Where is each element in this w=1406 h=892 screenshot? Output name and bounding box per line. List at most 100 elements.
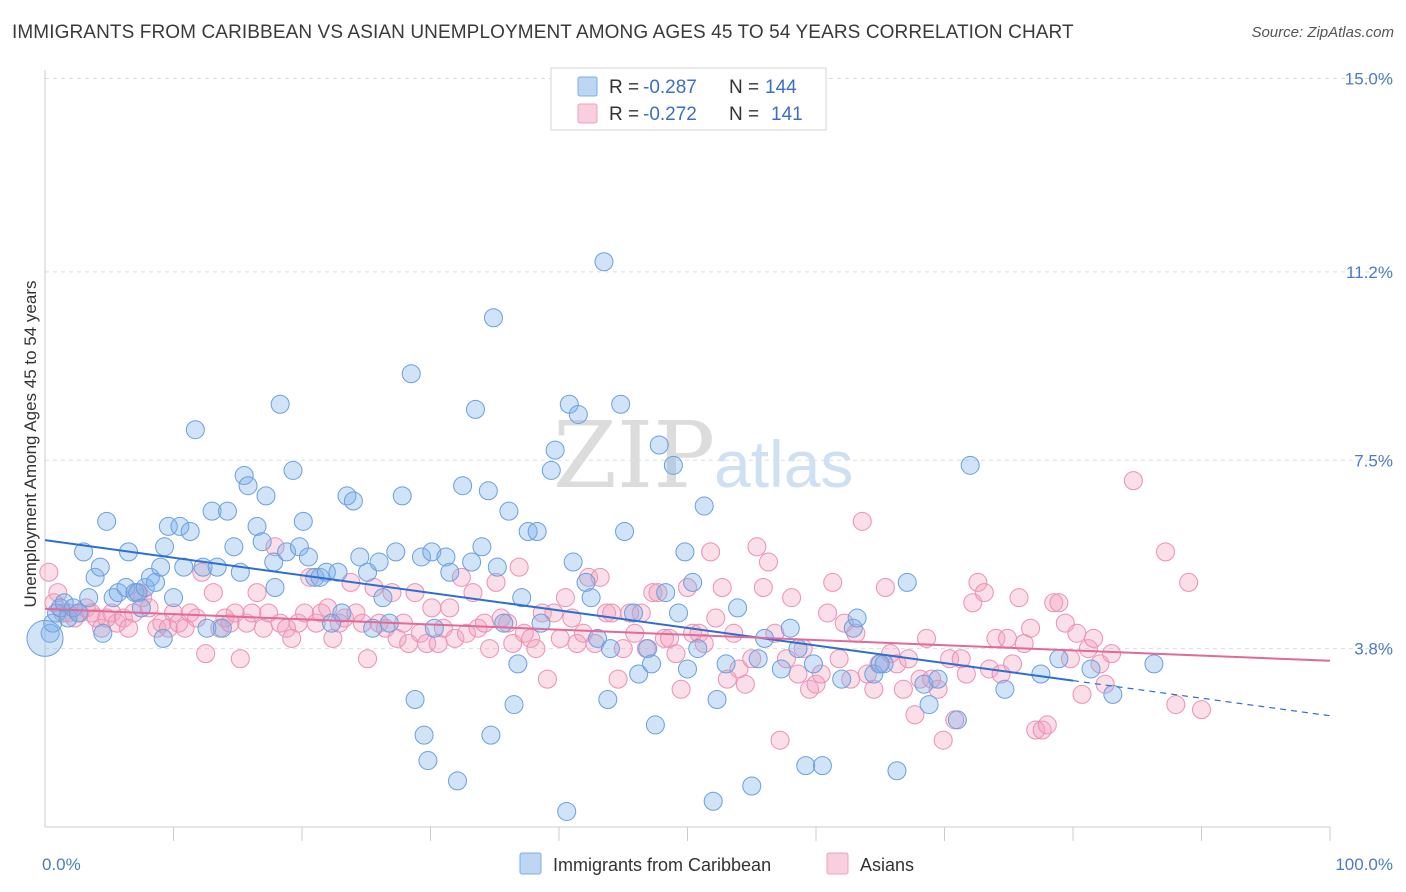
asians-point <box>445 628 465 648</box>
caribbean-point <box>716 654 736 674</box>
asians-point <box>480 639 500 659</box>
caribbean-point <box>598 689 618 709</box>
x-tick-label: 100.0% <box>1335 855 1393 874</box>
asians-point <box>608 669 628 689</box>
legend-swatch-asians <box>577 103 598 124</box>
caribbean-point <box>1081 659 1101 679</box>
asians-point <box>735 674 755 694</box>
caribbean-point <box>97 511 117 531</box>
asians-point <box>451 567 471 587</box>
caribbean-point <box>207 557 227 577</box>
caribbean-point <box>447 771 467 791</box>
bottom-legend-label-asians: Asians <box>860 855 914 875</box>
asians-point <box>440 598 460 618</box>
asians-point <box>1078 639 1098 659</box>
asians-point <box>1044 593 1064 613</box>
caribbean-point <box>373 588 393 608</box>
asians-point <box>107 613 127 633</box>
asians-point <box>968 572 988 592</box>
y-tick-labels: 3.8% 7.5% 11.2% 15.0% <box>1345 70 1393 659</box>
caribbean-point <box>832 669 852 689</box>
bottom-legend-swatch-caribbean <box>519 852 542 875</box>
bottom-legend-swatch-asians <box>826 852 849 875</box>
asians-point <box>97 608 117 628</box>
caribbean-point <box>887 761 907 781</box>
asians-point <box>823 572 843 592</box>
caribbean-point <box>63 598 83 618</box>
caribbean-point <box>771 659 791 679</box>
asians-point <box>1072 684 1092 704</box>
caribbean-point <box>93 623 113 643</box>
asians-point <box>550 628 570 648</box>
caribbean-point <box>170 516 190 536</box>
caribbean-point <box>252 532 272 552</box>
caribbean-point <box>401 364 421 384</box>
caribbean-point <box>43 613 63 633</box>
asians-point <box>951 649 971 669</box>
caribbean-point <box>557 801 577 821</box>
caribbean-point <box>742 776 762 796</box>
asians-point <box>311 603 331 623</box>
asians-point <box>753 578 773 597</box>
asians-point <box>1166 695 1186 715</box>
asians-point <box>119 618 139 638</box>
caribbean-point <box>611 394 631 414</box>
caribbean-point <box>663 455 683 475</box>
caribbean-point <box>283 460 303 480</box>
caribbean-point <box>531 613 551 633</box>
asians-point <box>1049 593 1069 613</box>
caribbean-point <box>185 420 205 440</box>
caribbean-point <box>707 689 727 709</box>
caribbean-point <box>153 628 173 648</box>
legend-n-label: N = <box>729 104 759 125</box>
legend-r-label: R = <box>609 77 639 98</box>
caribbean-point <box>146 572 166 592</box>
asians-point <box>1156 542 1176 562</box>
y-tick-label: 15.0% <box>1345 70 1393 89</box>
caribbean-point <box>202 501 222 521</box>
caribbean-point <box>545 440 565 460</box>
asians-point <box>1009 588 1029 608</box>
caribbean-point <box>675 542 695 562</box>
caribbean-point <box>928 669 948 689</box>
asians-point <box>422 598 442 618</box>
caribbean-point <box>527 522 547 542</box>
caribbean-point <box>487 557 507 577</box>
caribbean-point <box>164 588 183 608</box>
caribbean-point <box>568 404 588 424</box>
caribbean-point <box>293 511 313 531</box>
asians-point <box>113 608 133 628</box>
caribbean-point <box>414 725 434 745</box>
asians-point <box>917 628 937 648</box>
asians-point <box>1123 471 1143 491</box>
asians-point <box>1032 720 1052 740</box>
legend-r-label: R = <box>609 104 639 125</box>
asians-point <box>852 511 872 531</box>
asians-point <box>678 578 697 597</box>
asians-point <box>486 572 506 592</box>
asians-point <box>1179 572 1199 592</box>
asians-point <box>829 649 849 669</box>
caribbean-point <box>155 537 175 557</box>
caribbean-point <box>85 567 105 587</box>
caribbean-point <box>588 628 608 648</box>
caribbean-point <box>960 455 980 475</box>
asians-point <box>893 679 913 699</box>
legend-r-value-asians: -0.272 <box>643 104 697 125</box>
caribbean-point <box>298 547 318 567</box>
caribbean-point <box>864 664 884 684</box>
caribbean-point <box>197 618 217 638</box>
caribbean-point <box>116 578 136 597</box>
caribbean-point <box>649 435 669 455</box>
top-legend: R = -0.287 N = 144 R = -0.272 N = 141 <box>550 67 827 131</box>
caribbean-point <box>343 491 363 511</box>
caribbean-point <box>386 542 406 562</box>
asians-point <box>1037 715 1057 735</box>
caribbean-point <box>780 618 800 638</box>
legend-swatch-caribbean <box>577 76 598 97</box>
grid-lines <box>45 78 1390 650</box>
asians-point <box>456 623 476 643</box>
caribbean-point <box>796 756 816 776</box>
asians-point <box>352 613 372 633</box>
caribbean-point <box>481 725 501 745</box>
